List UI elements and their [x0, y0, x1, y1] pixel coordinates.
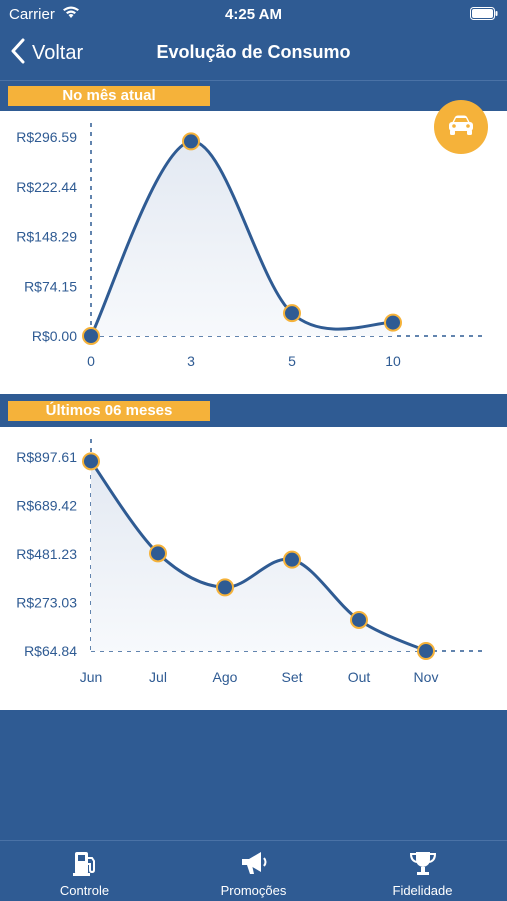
- data-point[interactable]: [82, 327, 100, 345]
- y-tick-label: R$74.15: [24, 278, 77, 294]
- y-tick-label: R$148.29: [16, 229, 77, 245]
- data-point[interactable]: [350, 610, 368, 629]
- x-tick-label: Jul: [149, 669, 167, 685]
- section-badge-last-six-months: Últimos 06 meses: [8, 401, 210, 421]
- x-tick-label: 5: [288, 353, 296, 369]
- y-tick-label: R$689.42: [16, 498, 77, 514]
- x-tick-label: Set: [281, 669, 302, 685]
- x-tick-label: 3: [187, 353, 195, 369]
- chart-current-month: R$0.00 R$74.15 R$148.29 R$222.44 R$296.59 0 3 5…: [16, 123, 485, 369]
- y-tick-label: R$64.84: [24, 643, 77, 659]
- data-point[interactable]: [283, 304, 301, 323]
- series-area: [91, 461, 426, 651]
- megaphone-icon: [169, 849, 338, 882]
- data-point[interactable]: [384, 313, 402, 332]
- back-button[interactable]: Voltar: [10, 38, 83, 68]
- x-tick-label: Out: [348, 669, 371, 685]
- navigation-bar: Voltar Evolução de Consumo: [0, 28, 507, 81]
- chevron-left-icon: [10, 38, 26, 69]
- status-time: 4:25 AM: [225, 6, 282, 23]
- data-point[interactable]: [149, 544, 167, 563]
- data-point[interactable]: [417, 642, 435, 660]
- series-area: [91, 141, 393, 336]
- y-tick-label: R$222.44: [16, 179, 77, 195]
- y-tick-label: R$273.03: [16, 595, 77, 611]
- tab-controle[interactable]: Controle: [0, 841, 169, 901]
- series-line: [89, 139, 394, 337]
- data-point[interactable]: [216, 578, 234, 597]
- y-tick-label: R$897.61: [16, 449, 77, 465]
- tab-label: Fidelidade: [392, 883, 453, 898]
- car-icon: [447, 114, 475, 141]
- section-badge-current-month: No mês atual: [8, 86, 210, 106]
- y-tick-label: R$296.59: [16, 129, 77, 145]
- data-point[interactable]: [182, 132, 200, 151]
- tab-label: Promoções: [220, 883, 287, 898]
- tab-fidelidade[interactable]: Fidelidade: [338, 841, 507, 901]
- data-point[interactable]: [82, 452, 100, 471]
- chart-panel-last-six-months: R$64.84 R$273.03 R$481.23 R$689.42 R$897.61 J…: [0, 427, 507, 710]
- back-label: Voltar: [32, 41, 84, 64]
- x-tick-label: Nov: [414, 669, 439, 685]
- y-tick-label: R$0.00: [32, 328, 77, 344]
- chart-panel-current-month: R$0.00 R$74.15 R$148.29 R$222.44 R$296.59 0 3 5…: [0, 111, 507, 394]
- tab-label: Controle: [59, 883, 110, 898]
- tab-bar: Controle Promoções Fidelidade: [0, 840, 507, 901]
- carrier-label: Carrier: [9, 6, 55, 23]
- chart-last-six-months: R$64.84 R$273.03 R$481.23 R$689.42 R$897.61 J…: [16, 439, 485, 685]
- page-title: Evolução de Consumo: [156, 42, 351, 62]
- battery-icon: [470, 7, 498, 24]
- y-tick-label: R$481.23: [16, 546, 77, 562]
- tab-promocoes[interactable]: Promoções: [169, 841, 338, 901]
- gas-pump-icon: [0, 849, 169, 882]
- x-tick-label: Jun: [80, 669, 103, 685]
- trophy-icon: [338, 849, 507, 882]
- data-point[interactable]: [283, 550, 301, 569]
- x-tick-label: Ago: [213, 669, 238, 685]
- status-bar: Carrier 4:25 AM: [0, 0, 507, 28]
- x-tick-label: 10: [385, 353, 401, 369]
- vehicle-button[interactable]: [434, 100, 488, 154]
- x-tick-label: 0: [87, 353, 95, 369]
- wifi-icon: [62, 5, 80, 23]
